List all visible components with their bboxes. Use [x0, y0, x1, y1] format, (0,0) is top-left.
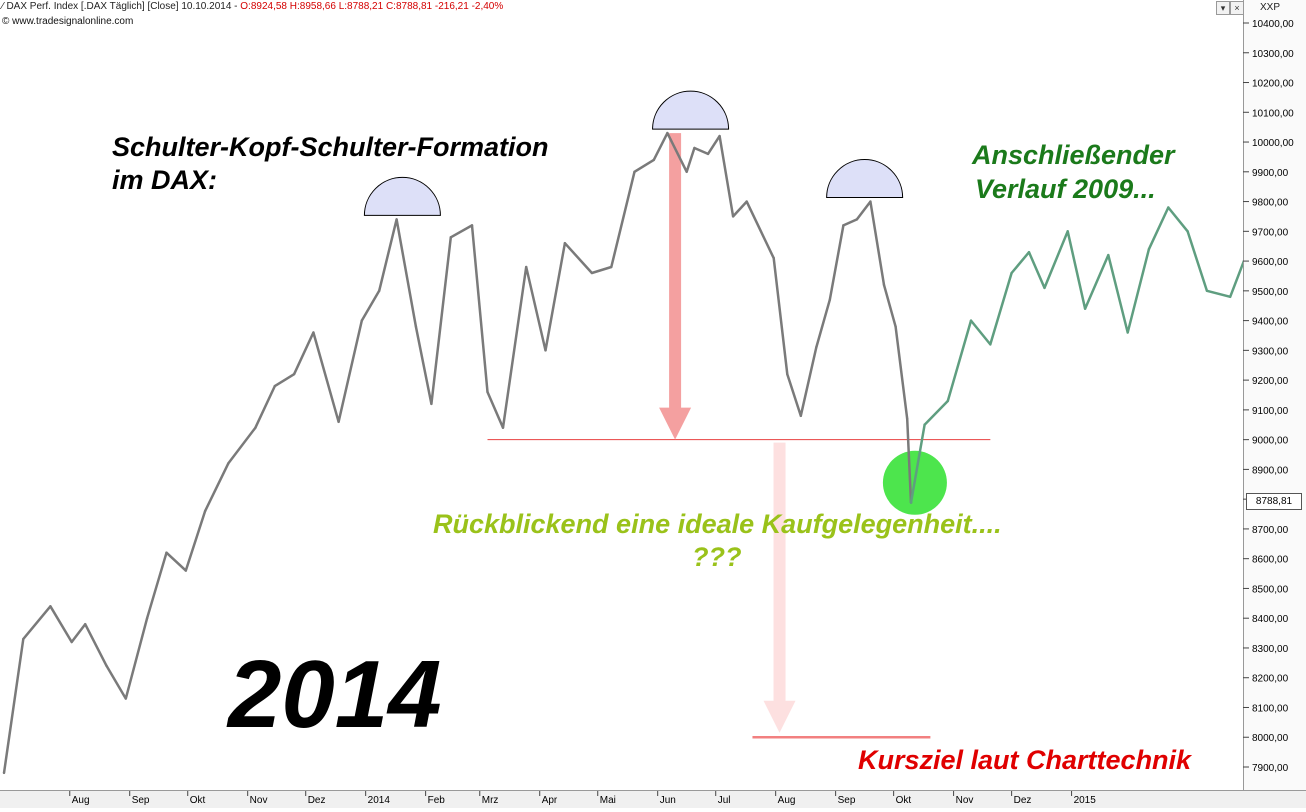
last-price-tag: 8788,81: [1246, 493, 1302, 510]
projection-line-point: [1186, 230, 1189, 233]
dax-price-line-point: [165, 551, 168, 554]
projection-line-point: [1167, 206, 1170, 209]
year-label: 2014: [228, 641, 442, 748]
dax-price-line-point: [524, 265, 528, 269]
dax-price-line-point: [745, 200, 748, 203]
dax-price-line-point: [633, 170, 636, 173]
dax-price-line-point: [842, 224, 845, 227]
projection-line-point: [909, 501, 913, 504]
projection-line-point: [923, 423, 926, 426]
dax-price-line-point: [470, 224, 474, 227]
projection-line-point: [1010, 271, 1013, 275]
dax-price-line-point: [590, 271, 594, 275]
dax-price-line-point: [254, 426, 257, 429]
after-label-line1: Anschließender: [972, 140, 1175, 170]
chart-icon: ⁄: [2, 1, 4, 12]
dax-price-line-point: [145, 617, 149, 620]
projection-line-point: [1228, 295, 1232, 298]
dax-price-line-point: [70, 640, 73, 644]
dax-price-line-point: [2, 771, 6, 775]
dax-price-line-point: [84, 622, 87, 626]
dax-price-line-point: [693, 146, 696, 150]
dax-price-line-point: [105, 664, 108, 668]
dax-price-line-point: [544, 349, 547, 352]
dax-price-line-point: [706, 152, 710, 156]
projection-line-point: [989, 343, 992, 346]
dax-price-line-point: [718, 134, 721, 138]
chart-header: ⁄ DAX Perf. Index [.DAX Täglich] [Close]…: [2, 1, 503, 12]
dax-price-line-point: [905, 417, 909, 421]
dax-price-line-point: [731, 215, 735, 218]
dax-price-line-point: [855, 218, 859, 221]
head-marker: [652, 90, 730, 130]
buy-label-line1: Rückblickend eine ideale Kaufgelegenheit…: [433, 509, 1002, 539]
dax-price-line-point: [292, 372, 296, 376]
dax-price-line-point: [227, 462, 230, 465]
dax-price-line-point: [894, 325, 897, 328]
dax-price-line-point: [563, 242, 567, 245]
dax-price-line-point: [772, 256, 775, 260]
dax-price-line-point: [610, 265, 613, 269]
dax-price-line-point: [786, 372, 789, 376]
ohlc-label: O:8924,58 H:8958,66 L:8788,21 C:8788,81 …: [240, 1, 504, 12]
dax-price-line-point: [652, 158, 656, 162]
dax-price-line-point: [203, 509, 207, 513]
right-shoulder-marker: [826, 159, 904, 199]
projection-line-point: [969, 319, 973, 322]
price-axis: [1243, 0, 1306, 807]
dax-price-line-point: [337, 420, 340, 423]
dax-price-line-point: [501, 426, 505, 429]
projection-line-point: [1066, 230, 1069, 233]
dax-price-line-point: [486, 390, 489, 394]
dax-price-line-point: [430, 402, 433, 406]
dax-price-line-point: [449, 236, 452, 239]
dax-price-line-point: [49, 605, 52, 608]
dax-price-line-point: [22, 637, 25, 641]
dax-price-line-point: [273, 384, 276, 388]
projection-line-point: [946, 399, 949, 403]
dax-price-line-point: [799, 414, 803, 418]
dax-price-line-point: [815, 346, 818, 349]
height-arrow-shaft: [669, 133, 682, 410]
dax-price-line-point: [124, 697, 128, 700]
projection-line-point: [1083, 307, 1087, 310]
dax-price-line-point: [377, 289, 381, 293]
dax-price-line-point: [312, 331, 315, 334]
projection-line-point: [1126, 331, 1129, 334]
dax-price-line-point: [666, 131, 669, 135]
minimize-button[interactable]: ▾: [1216, 1, 1230, 15]
sks-title-line1: Schulter-Kopf-Schulter-Formation: [112, 132, 549, 162]
sks-title-line2: im DAX:: [112, 165, 218, 195]
after-label-line2: Verlauf 2009...: [975, 174, 1156, 204]
buy-label-line2: ???: [692, 542, 742, 572]
dax-price-line: [2, 131, 913, 774]
height-arrow-head: [659, 407, 692, 440]
left-shoulder-marker: [363, 176, 441, 216]
dax-price-line-point: [395, 218, 398, 221]
dax-price-line-point: [414, 325, 418, 328]
instrument-label: DAX Perf. Index [.DAX Täglich] [Close] 1…: [6, 1, 238, 12]
projection-line-point: [1205, 289, 1209, 293]
website-label: © www.tradesignalonline.com: [2, 16, 134, 27]
time-axis: [0, 790, 1306, 808]
dax-price-line-point: [869, 200, 872, 203]
dax-price-line-point: [360, 319, 363, 322]
close-button[interactable]: ×: [1230, 1, 1244, 15]
dax-price-line-point: [882, 283, 886, 287]
projection-line-point: [1043, 286, 1046, 290]
dax-price-line-point: [184, 569, 187, 572]
dax-price-line-point: [828, 298, 832, 301]
projection-line-point: [1107, 253, 1110, 257]
projection-arrow-shaft: [773, 442, 786, 703]
projection-line-point: [1027, 250, 1031, 254]
projection-line-point: [1147, 247, 1151, 251]
projection-arrow-head: [763, 700, 796, 733]
target-label: Kursziel laut Charttechnik: [858, 745, 1192, 775]
corner-label: XXP: [1260, 2, 1281, 13]
dax-price-line-point: [685, 170, 688, 173]
